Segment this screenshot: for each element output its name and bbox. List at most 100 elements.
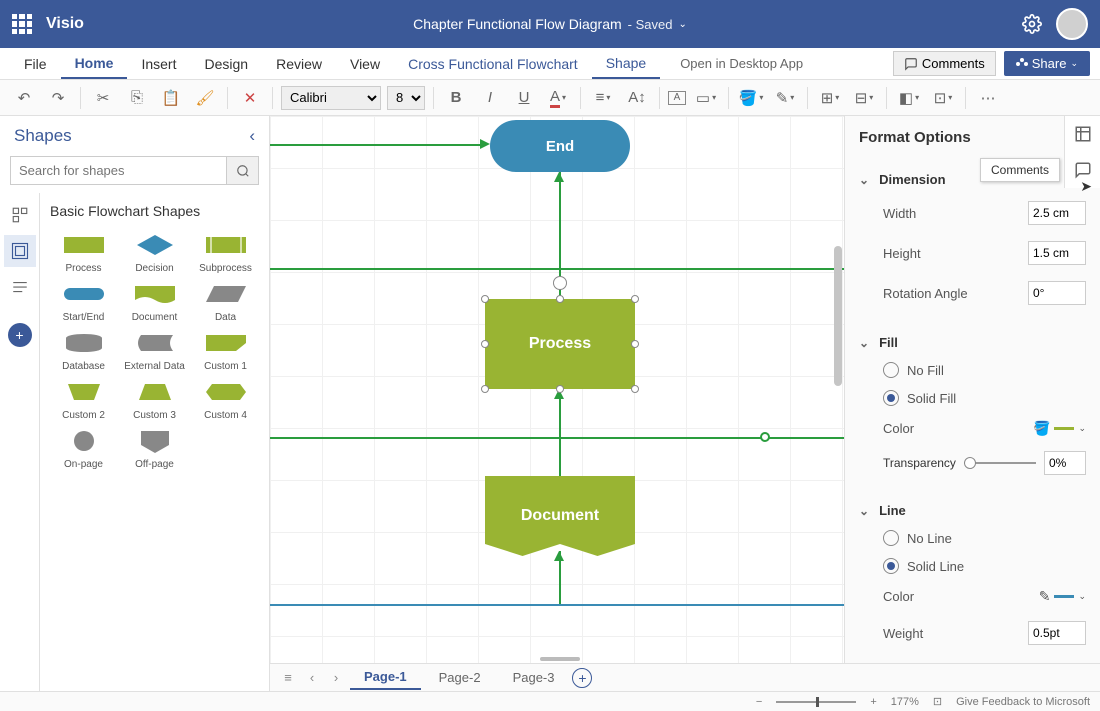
connector[interactable] xyxy=(559,389,561,476)
font-size-select[interactable]: 8 xyxy=(387,86,425,110)
page-tab-1[interactable]: Page-1 xyxy=(350,665,421,690)
settings-icon[interactable] xyxy=(1022,14,1042,34)
radio-solid-fill[interactable]: Solid Fill xyxy=(859,384,1086,412)
width-input[interactable] xyxy=(1028,201,1086,225)
page-tab-3[interactable]: Page-3 xyxy=(499,666,569,689)
share-button[interactable]: Share ⌄ xyxy=(1004,51,1090,76)
copy-icon[interactable]: ⎘ xyxy=(123,84,151,112)
tab-review[interactable]: Review xyxy=(262,50,336,78)
tab-shape[interactable]: Shape xyxy=(592,49,660,79)
shape-process[interactable]: Process xyxy=(485,299,635,389)
add-stencil-button[interactable]: + xyxy=(8,323,32,347)
rotation-handle[interactable] xyxy=(553,276,567,290)
radio-solid-line[interactable]: Solid Line xyxy=(859,552,1086,580)
fit-to-window-icon[interactable]: ⊡ xyxy=(933,695,942,708)
shape-stencil-subprocess[interactable]: Subprocess xyxy=(192,233,259,274)
text-box-icon[interactable]: A xyxy=(668,91,686,105)
shape-stencil-start-end[interactable]: Start/End xyxy=(50,282,117,323)
radio-no-line[interactable]: No Line xyxy=(859,524,1086,552)
connector-handle[interactable] xyxy=(760,432,770,442)
zoom-slider[interactable] xyxy=(776,701,856,703)
shape-document[interactable]: Document xyxy=(485,476,635,556)
zoom-out-icon[interactable]: − xyxy=(756,696,762,708)
shapes-search-input[interactable] xyxy=(11,157,226,184)
zoom-in-icon[interactable]: + xyxy=(870,696,876,708)
shape-stencil-custom-1[interactable]: Custom 1 xyxy=(192,331,259,372)
selection-handle[interactable] xyxy=(631,295,639,303)
format-painter-icon[interactable]: 🖌 xyxy=(191,84,219,112)
canvas[interactable]: End Process Document xyxy=(270,116,844,691)
font-name-select[interactable]: Calibri xyxy=(281,86,381,110)
cut-icon[interactable]: ✂ xyxy=(89,84,117,112)
shape-stencil-custom-4[interactable]: Custom 4 xyxy=(192,380,259,421)
page-prev-icon[interactable]: ‹ xyxy=(302,670,322,685)
selection-handle[interactable] xyxy=(631,340,639,348)
tab-insert[interactable]: Insert xyxy=(127,50,190,78)
rotation-input[interactable] xyxy=(1028,281,1086,305)
resize-handle[interactable] xyxy=(540,657,580,661)
app-launcher-icon[interactable] xyxy=(12,14,32,34)
text-size-icon[interactable]: A↕ xyxy=(623,84,651,112)
shape-end[interactable]: End xyxy=(490,120,630,172)
line-color-icon[interactable]: ✎ xyxy=(771,84,799,112)
tab-home[interactable]: Home xyxy=(61,49,128,79)
undo-icon[interactable]: ↶ xyxy=(10,84,38,112)
rail-stencil-1-icon[interactable] xyxy=(4,199,36,231)
rail-stencil-2-icon[interactable] xyxy=(4,235,36,267)
section-fill[interactable]: Fill xyxy=(859,329,1086,356)
selection-handle[interactable] xyxy=(481,385,489,393)
shape-stencil-custom-2[interactable]: Custom 2 xyxy=(50,380,117,421)
shape-stencil-off-page[interactable]: Off-page xyxy=(121,429,188,470)
height-input[interactable] xyxy=(1028,241,1086,265)
selection-handle[interactable] xyxy=(556,385,564,393)
weight-input[interactable] xyxy=(1028,621,1086,645)
selection-handle[interactable] xyxy=(556,295,564,303)
shape-stencil-on-page[interactable]: On-page xyxy=(50,429,117,470)
tab-design[interactable]: Design xyxy=(190,50,262,78)
add-page-button[interactable]: + xyxy=(572,668,592,688)
font-color-icon[interactable]: A xyxy=(544,84,572,112)
arrange-icon[interactable]: ◧ xyxy=(895,84,923,112)
tab-file[interactable]: File xyxy=(10,50,61,78)
collapse-icon[interactable]: ‹ xyxy=(249,126,255,146)
delete-icon[interactable]: ✕ xyxy=(236,84,264,112)
align-objects-icon[interactable]: ⊞ xyxy=(816,84,844,112)
document-title[interactable]: Chapter Functional Flow Diagram - Saved … xyxy=(413,16,687,32)
bold-icon[interactable]: B xyxy=(442,84,470,112)
page-tab-2[interactable]: Page-2 xyxy=(425,666,495,689)
align-icon[interactable]: ≡ xyxy=(589,84,617,112)
underline-icon[interactable]: U xyxy=(510,84,538,112)
shape-stencil-external-data[interactable]: External Data xyxy=(121,331,188,372)
comments-button[interactable]: Comments xyxy=(893,51,996,76)
section-line[interactable]: Line xyxy=(859,497,1086,524)
user-avatar[interactable] xyxy=(1056,8,1088,40)
fill-color-icon[interactable]: 🪣 xyxy=(737,84,765,112)
selection-handle[interactable] xyxy=(481,295,489,303)
connector[interactable] xyxy=(270,144,484,146)
shape-stencil-custom-3[interactable]: Custom 3 xyxy=(121,380,188,421)
feedback-link[interactable]: Give Feedback to Microsoft xyxy=(956,696,1090,708)
position-icon[interactable]: ⊟ xyxy=(850,84,878,112)
scrollbar[interactable] xyxy=(834,246,842,386)
transparency-slider[interactable] xyxy=(964,462,1036,464)
tab-view[interactable]: View xyxy=(336,50,394,78)
shape-stencil-database[interactable]: Database xyxy=(50,331,117,372)
selection-handle[interactable] xyxy=(481,340,489,348)
shape-style-icon[interactable]: ▭ xyxy=(692,84,720,112)
shape-stencil-process[interactable]: Process xyxy=(50,233,117,274)
tab-cross-functional[interactable]: Cross Functional Flowchart xyxy=(394,50,592,78)
transparency-input[interactable] xyxy=(1044,451,1086,475)
search-button[interactable] xyxy=(226,157,258,184)
page-next-icon[interactable]: › xyxy=(326,670,346,685)
shape-stencil-document[interactable]: Document xyxy=(121,282,188,323)
open-in-desktop[interactable]: Open in Desktop App xyxy=(680,56,803,71)
radio-no-fill[interactable]: No Fill xyxy=(859,356,1086,384)
italic-icon[interactable]: I xyxy=(476,84,504,112)
more-icon[interactable]: ⋯ xyxy=(974,84,1002,112)
selection-handle[interactable] xyxy=(631,385,639,393)
format-options-icon[interactable] xyxy=(1065,116,1100,152)
shape-stencil-data[interactable]: Data xyxy=(192,282,259,323)
shape-stencil-decision[interactable]: Decision xyxy=(121,233,188,274)
fill-color-swatch[interactable] xyxy=(1054,427,1074,430)
rail-stencil-3-icon[interactable] xyxy=(4,271,36,303)
